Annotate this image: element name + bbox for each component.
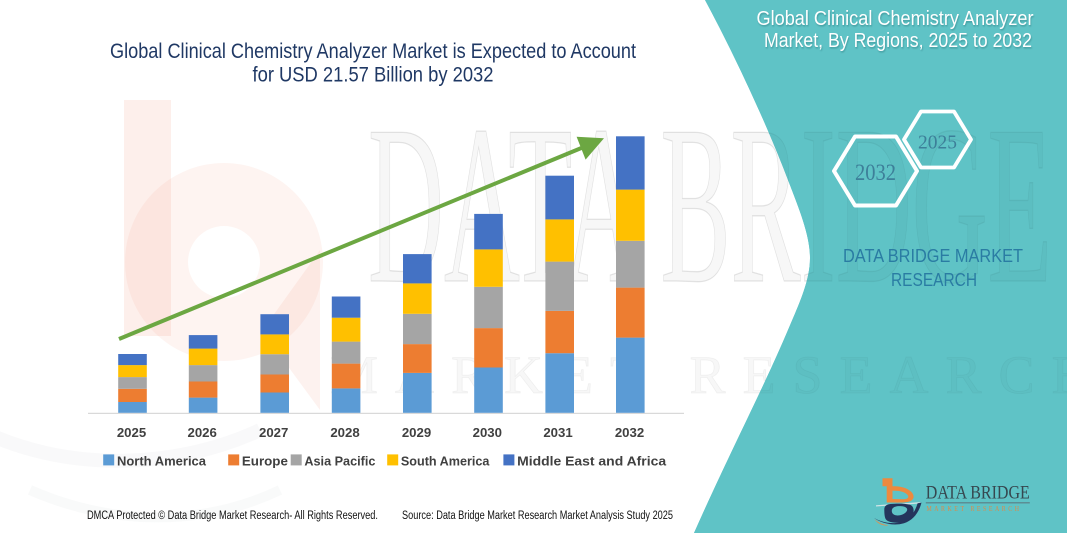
- svg-text:2028: 2028: [330, 425, 359, 440]
- svg-text:Global Clinical Chemistry Anal: Global Clinical Chemistry Analyzer Marke…: [110, 40, 636, 63]
- svg-text:MARKET RESEARCH: MARKET RESEARCH: [927, 505, 1022, 513]
- svg-text:DATA BRIDGE MARKET: DATA BRIDGE MARKET: [843, 246, 1023, 266]
- svg-text:Europe: Europe: [242, 453, 288, 468]
- svg-text:2032: 2032: [615, 425, 644, 440]
- svg-text:2025: 2025: [117, 425, 146, 440]
- svg-text:2026: 2026: [188, 425, 217, 440]
- svg-text:2032: 2032: [855, 160, 896, 185]
- svg-text:2027: 2027: [259, 425, 288, 440]
- svg-text:Global Clinical Chemistry Anal: Global Clinical Chemistry Analyzer: [757, 7, 1034, 30]
- svg-text:2025: 2025: [918, 132, 957, 154]
- svg-text:Source: Data Bridge Market Res: Source: Data Bridge Market Research Mark…: [402, 510, 673, 522]
- svg-text:DATA BRIDGE: DATA BRIDGE: [926, 484, 1030, 504]
- svg-text:Asia Pacific: Asia Pacific: [304, 453, 375, 468]
- svg-text:for USD 21.57 Billion by 2032: for USD 21.57 Billion by 2032: [253, 64, 494, 87]
- svg-text:North America: North America: [117, 453, 207, 468]
- svg-text:DMCA Protected © Data Bridge M: DMCA Protected © Data Bridge Market Rese…: [87, 510, 378, 522]
- svg-text:2030: 2030: [473, 425, 502, 440]
- svg-text:RESEARCH: RESEARCH: [891, 270, 977, 290]
- svg-text:Market, By Regions, 2025 to 20: Market, By Regions, 2025 to 2032: [764, 29, 1032, 52]
- svg-text:South America: South America: [401, 453, 490, 468]
- svg-text:Middle East and Africa: Middle East and Africa: [517, 453, 667, 468]
- svg-text:2029: 2029: [402, 425, 431, 440]
- svg-text:2031: 2031: [543, 425, 572, 440]
